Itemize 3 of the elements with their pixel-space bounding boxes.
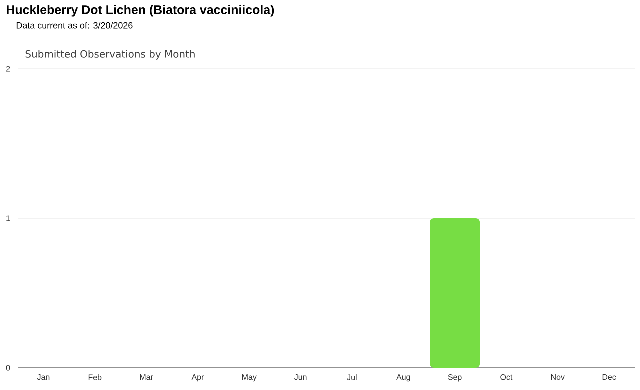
text: Submitted Observations by Month [26, 50, 195, 60]
chart-subtitle: Data current as of: 3/20/2026 [16, 22, 133, 29]
chart-title: Huckleberry Dot Lichen (Biatora vacciniicola) [7, 5, 274, 17]
